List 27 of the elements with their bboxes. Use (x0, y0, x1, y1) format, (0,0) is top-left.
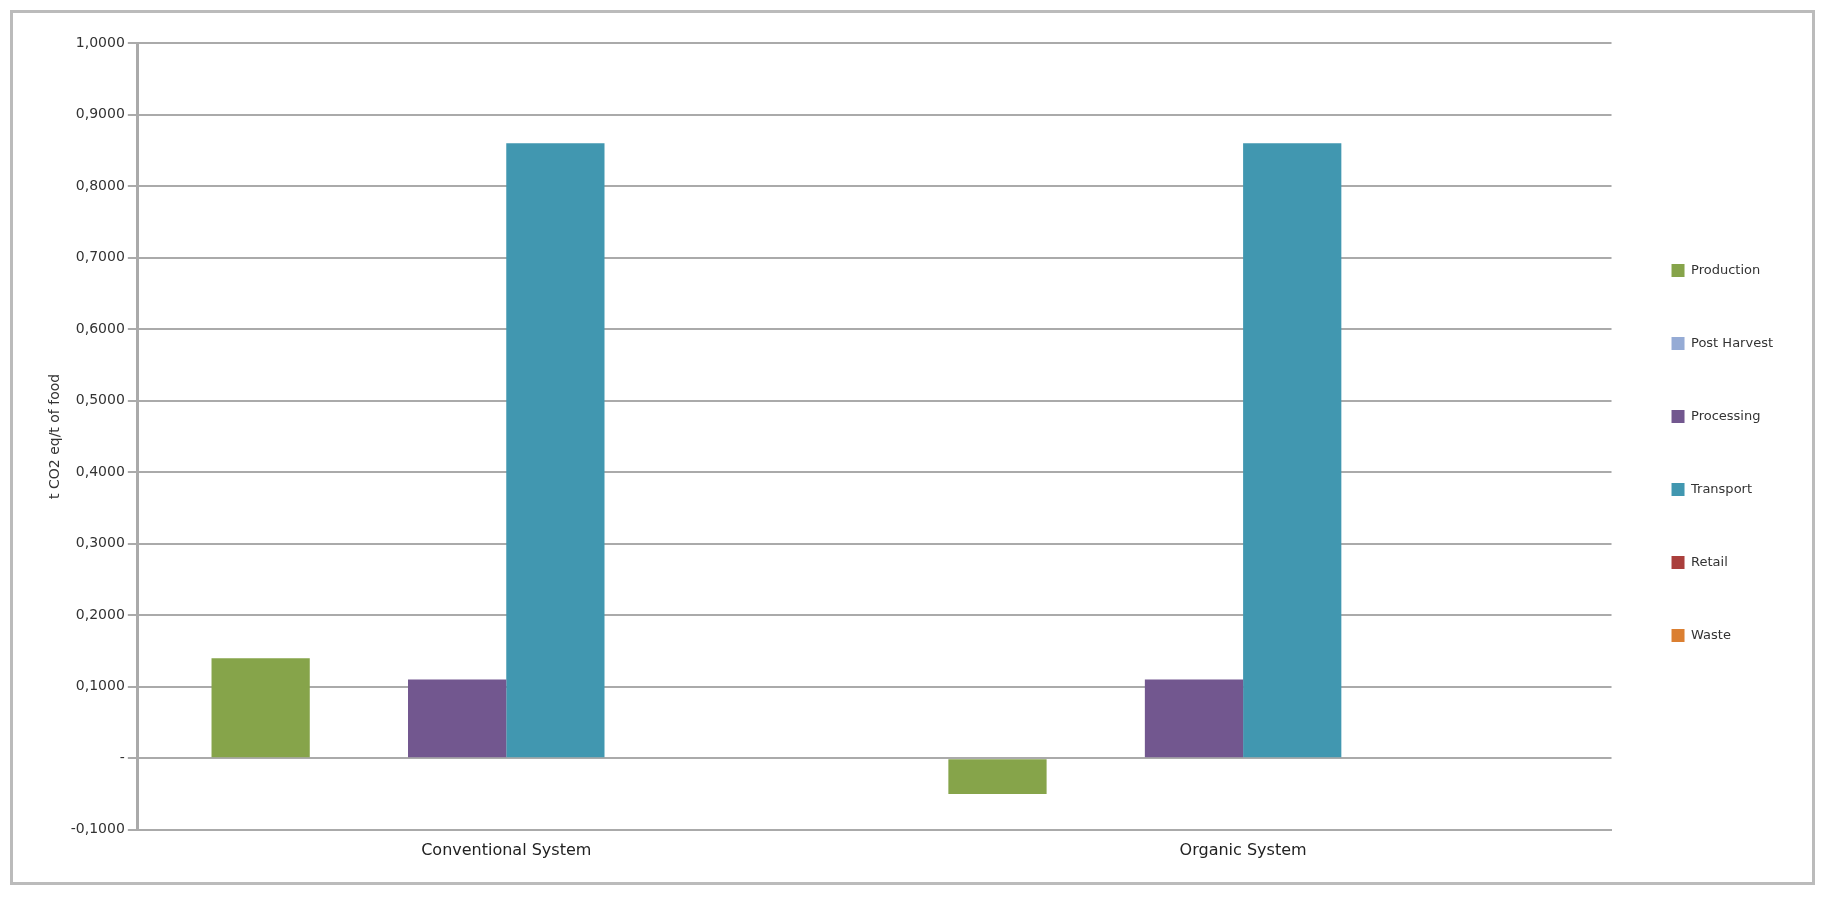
legend-label: Transport (1690, 480, 1753, 496)
bar (1144, 679, 1244, 758)
legend-label: Retail (1691, 553, 1728, 569)
legend-label: Processing (1691, 407, 1761, 423)
y-tick-label: - (119, 748, 125, 765)
y-tick-label: 0,7000 (75, 248, 125, 265)
bar (211, 658, 310, 758)
bar (408, 679, 507, 758)
y-tick-label: 0,6000 (75, 319, 125, 336)
y-tick-label: 0,5000 (75, 391, 125, 408)
bar (506, 143, 605, 758)
y-tick-label: 0,9000 (75, 105, 125, 122)
bar (1243, 143, 1342, 758)
x-tick-label: Organic System (1179, 839, 1307, 859)
legend-label: Production (1691, 261, 1761, 277)
legend-label: Waste (1691, 626, 1731, 642)
y-tick-label: 0,3000 (75, 534, 125, 551)
y-tick-label: 0,8000 (75, 176, 125, 193)
y-tick-label: 1,0000 (75, 33, 125, 50)
legend-label: Post Harvest (1691, 334, 1773, 350)
y-tick-label: 0,4000 (75, 462, 125, 479)
y-tick-label: 0,2000 (75, 605, 125, 622)
x-tick-label: Conventional System (421, 839, 592, 859)
bar (948, 759, 1047, 795)
y-axis-title: t CO2 eq/t of food (46, 373, 63, 499)
y-tick-label: 0,1000 (75, 677, 125, 694)
y-tick-label: -0,1000 (70, 820, 125, 837)
